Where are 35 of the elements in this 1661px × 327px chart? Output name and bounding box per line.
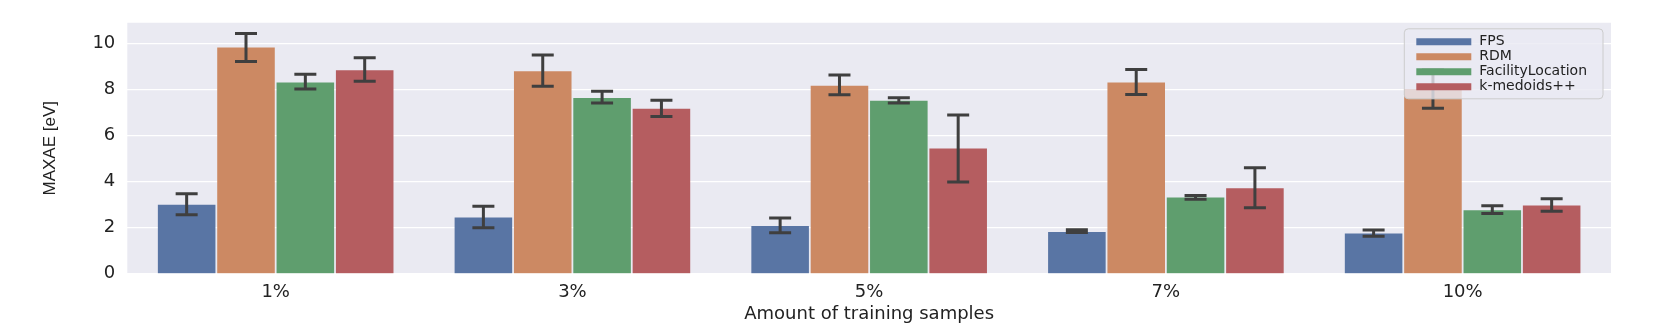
x-tick-label: 7% bbox=[1151, 280, 1181, 302]
bar bbox=[1107, 82, 1165, 274]
bar bbox=[1226, 188, 1284, 274]
x-tick-label: 1% bbox=[261, 280, 290, 302]
legend-label: FPS bbox=[1479, 31, 1505, 48]
bar bbox=[1463, 210, 1522, 274]
bar bbox=[157, 204, 216, 274]
x-tick-label: 5% bbox=[854, 280, 884, 302]
y-tick-label: 2 bbox=[103, 215, 116, 237]
bar bbox=[870, 100, 928, 274]
y-tick-label: 0 bbox=[103, 261, 116, 283]
x-tick-label: 3% bbox=[558, 280, 587, 302]
bar bbox=[454, 217, 513, 274]
bar bbox=[1048, 231, 1106, 274]
bar bbox=[217, 47, 275, 274]
y-tick-label: 10 bbox=[92, 31, 116, 53]
legend-label: RDM bbox=[1479, 46, 1512, 63]
bar bbox=[810, 85, 869, 274]
x-axis-title: Amount of training samples bbox=[744, 301, 995, 323]
x-tick-label: 10% bbox=[1442, 280, 1483, 302]
y-tick-label: 4 bbox=[103, 169, 116, 191]
legend-label: FacilityLocation bbox=[1479, 61, 1587, 78]
y-tick-label: 6 bbox=[103, 123, 116, 145]
bar bbox=[1166, 197, 1225, 274]
bar bbox=[751, 225, 809, 274]
bar bbox=[929, 148, 987, 274]
bar bbox=[276, 82, 335, 274]
bar bbox=[1344, 233, 1403, 274]
bar bbox=[1522, 205, 1581, 274]
y-axis-title: MAXAE [eV] bbox=[39, 101, 59, 196]
y-tick-label: 8 bbox=[103, 77, 116, 99]
bar bbox=[335, 70, 394, 274]
bar bbox=[513, 71, 572, 274]
bar bbox=[573, 98, 631, 274]
bar bbox=[632, 108, 691, 274]
